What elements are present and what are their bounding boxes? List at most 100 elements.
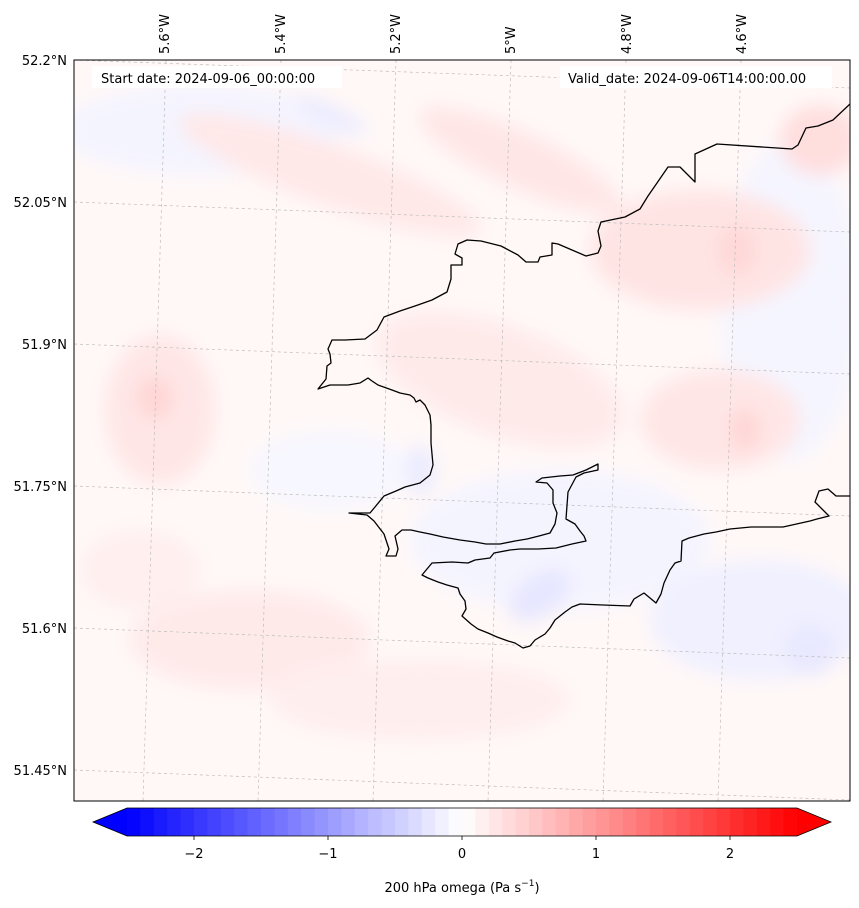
start-date-box (92, 66, 342, 88)
longitude-axis: 5.6°W 5.4°W 5.2°W 5°W 4.8°W 4.6°W (158, 14, 750, 54)
omega-weak-negative-region (250, 430, 410, 510)
colorbar-segment (770, 808, 785, 836)
colorbar-segment (261, 808, 275, 836)
colorbar-segment (596, 808, 610, 836)
latitude-label: 52.2°N (22, 54, 67, 69)
colorbar-segment (395, 808, 409, 836)
colorbar-segment (716, 808, 731, 836)
colorbar-segment (354, 808, 369, 836)
colorbar-segment (301, 808, 316, 836)
latitude-label: 51.45°N (14, 764, 67, 779)
colorbar-segment (636, 808, 651, 836)
colorbar-segment (462, 808, 476, 836)
colorbar-segment (448, 808, 463, 836)
colorbar-segment (408, 808, 423, 836)
latitude-label: 51.9°N (22, 338, 67, 353)
omega-local-minimum (509, 569, 571, 621)
colorbar-outline (91, 807, 833, 837)
longitude-label: 5.6°W (158, 14, 173, 54)
colorbar-segment (180, 808, 195, 836)
colorbar-segment (140, 808, 155, 836)
omega-local-maximum (730, 408, 760, 452)
colorbar-tick-label: −1 (318, 847, 337, 862)
omega-weak-positive-region (376, 311, 624, 449)
omega-contour-field (74, 85, 850, 740)
colorbar-tick-label: 0 (458, 847, 466, 862)
longitude-label: 5°W (504, 26, 519, 54)
colorbar-segment (730, 808, 744, 836)
colorbar-segment (287, 808, 302, 836)
colorbar-segment (314, 808, 329, 836)
colorbar: −2 −1 0 1 2 200 hPa omega (Pa s−1) (91, 807, 833, 896)
longitude-label: 4.6°W (735, 14, 750, 54)
colorbar-segment (488, 808, 503, 836)
omega-weak-positive-region (640, 370, 800, 470)
start-date-label: Start date: 2024-09-06_00:00:00 (101, 72, 315, 87)
colorbar-segment (689, 808, 704, 836)
colorbar-segment (676, 808, 691, 836)
omega-weak-positive-region (590, 190, 810, 310)
coastline-north-pembrokeshire (317, 103, 850, 649)
colorbar-segment (435, 808, 450, 836)
colorbar-segment (234, 808, 249, 836)
colorbar-high-extension (797, 808, 831, 836)
omega-weak-positive-region (419, 107, 621, 213)
map-panel[interactable]: Start date: 2024-09-06_00:00:00 Valid_da… (60, 59, 859, 802)
colorbar-label-exponent: −1 (521, 879, 534, 889)
colorbar-segment (127, 808, 141, 836)
longitude-label: 5.2°W (389, 14, 404, 54)
colorbar-segment (743, 808, 758, 836)
omega-local-minimum (293, 95, 367, 135)
colorbar-segment (663, 808, 677, 836)
valid-date-label: Valid_date: 2024-09-06T14:00:00.00 (568, 72, 806, 87)
omega-local-maximum (137, 376, 173, 420)
colorbar-segment (341, 808, 356, 836)
latitude-label: 51.75°N (14, 480, 67, 495)
latitude-label: 51.6°N (22, 622, 67, 637)
colorbar-segment (529, 808, 543, 836)
longitude-label: 5.4°W (274, 14, 289, 54)
valid-date-box (560, 66, 832, 88)
colorbar-tick-label: 1 (592, 847, 600, 862)
colorbar-segment (555, 808, 570, 836)
colorbar-label: 200 hPa omega (Pa s−1) (384, 879, 539, 896)
colorbar-segment (274, 808, 289, 836)
colorbar-label-prefix: 200 hPa omega (Pa s (384, 881, 521, 896)
colorbar-segment (368, 808, 383, 836)
colorbar-segment (703, 808, 718, 836)
colorbar-segment (475, 808, 490, 836)
colorbar-segment (542, 808, 557, 836)
colorbar-segment (381, 808, 396, 836)
colorbar-label-suffix: ) (534, 881, 539, 896)
omega-weak-negative-region (410, 470, 710, 610)
omega-local-minimum (785, 625, 835, 675)
colorbar-segment (153, 808, 168, 836)
colorbar-segment (502, 808, 517, 836)
colorbar-segments (127, 808, 798, 836)
omega-weak-positive-region (179, 113, 481, 237)
colorbar-segment (756, 808, 771, 836)
colorbar-tick-label: −2 (184, 847, 203, 862)
omega-local-maximum (717, 225, 757, 275)
colorbar-segment (783, 808, 798, 836)
colorbar-segment (207, 808, 222, 836)
colorbar-segment (220, 808, 235, 836)
colorbar-segment (622, 808, 637, 836)
colorbar-segment (649, 808, 664, 836)
colorbar-segment (194, 808, 208, 836)
colorbar-segment (247, 808, 262, 836)
coastline (317, 103, 850, 649)
colorbar-segment (167, 808, 182, 836)
colorbar-segment (421, 808, 436, 836)
colorbar-ticks: −2 −1 0 1 2 (184, 836, 734, 862)
omega-local-minimum (405, 445, 435, 495)
longitude-label: 4.8°W (620, 14, 635, 54)
colorbar-segment (328, 808, 342, 836)
colorbar-tick-label: 2 (726, 847, 734, 862)
colorbar-low-extension (93, 808, 127, 836)
colorbar-segment (569, 808, 584, 836)
colorbar-segment (582, 808, 597, 836)
latitude-label: 52.05°N (14, 196, 67, 211)
omega-weak-positive-region (270, 660, 570, 740)
